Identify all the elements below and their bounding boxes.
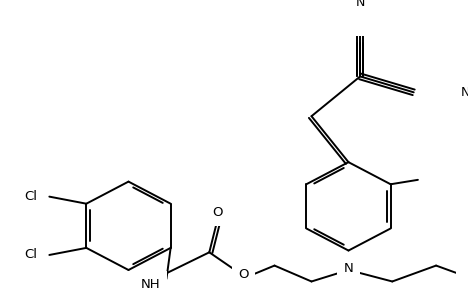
Text: N: N [344, 262, 353, 275]
Text: N: N [461, 86, 468, 99]
Text: O: O [212, 206, 222, 219]
Text: Cl: Cl [25, 249, 37, 261]
Text: O: O [238, 268, 249, 281]
Text: N: N [356, 0, 365, 9]
Text: NH: NH [141, 278, 161, 291]
Text: Cl: Cl [25, 190, 37, 203]
